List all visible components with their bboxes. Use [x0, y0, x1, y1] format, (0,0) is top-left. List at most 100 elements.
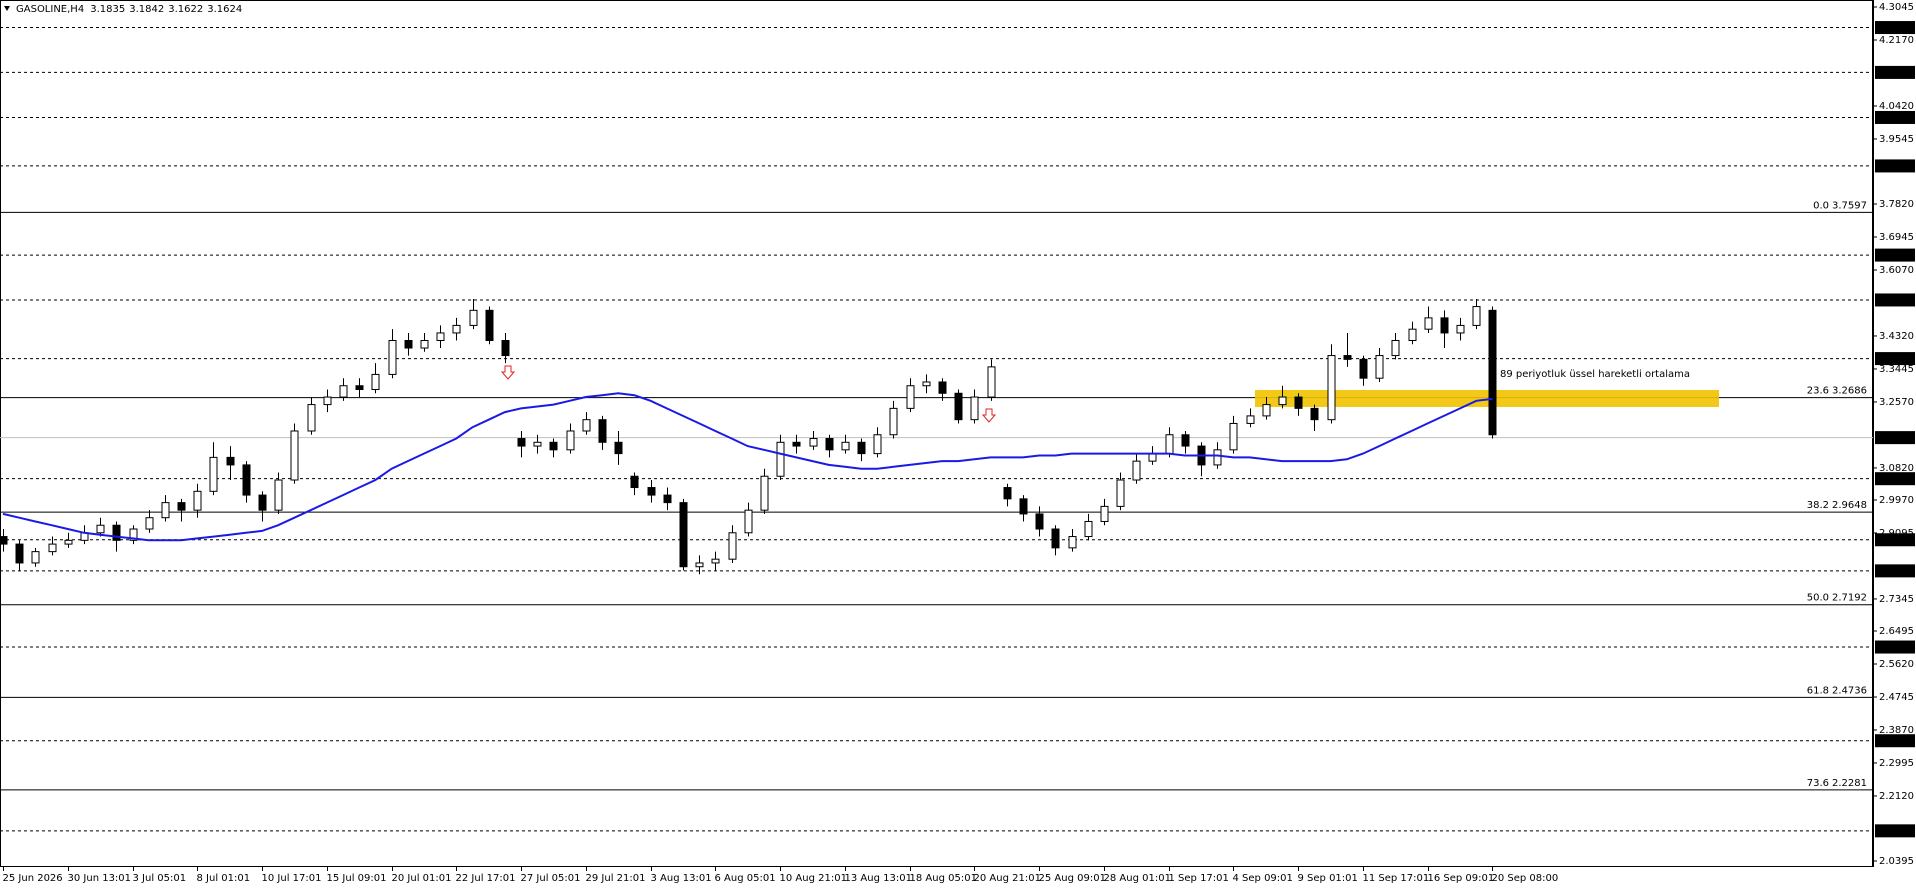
- level-box: [1875, 824, 1915, 838]
- fib-value: 2.7192: [1832, 593, 1867, 604]
- quote-low: 3.1622: [168, 4, 203, 15]
- level-box: [1875, 352, 1915, 366]
- x-tick-label: 8 Jul 01:01: [197, 873, 251, 884]
- candle-body: [517, 438, 526, 447]
- candle-body: [1488, 309, 1497, 436]
- candle-body: [307, 404, 316, 432]
- x-tick-label: 3 Jul 05:01: [133, 873, 187, 884]
- plot-frame: [0, 0, 1873, 867]
- candle-body: [1132, 460, 1141, 481]
- x-tick-label: 10 Aug 21:01: [780, 873, 847, 884]
- candle-body: [1068, 536, 1077, 549]
- x-tick-label: 25 Jun 2026: [3, 873, 63, 884]
- candle-body: [695, 562, 704, 568]
- level-label: 3.6465: [1878, 250, 1913, 261]
- fib-label: 0.0 3.7597: [1813, 200, 1867, 211]
- candle-body: [1051, 528, 1060, 549]
- quote-close: 3.1624: [207, 4, 242, 15]
- fib-label: 38.2 2.9648: [1807, 500, 1867, 511]
- x-tick-label: 9 Sep 01:01: [1298, 873, 1358, 884]
- candle-body: [760, 475, 769, 511]
- candle-body: [129, 528, 138, 541]
- y-tick-label: 2.6495: [1879, 626, 1914, 637]
- candle-body: [15, 543, 24, 564]
- level-label: 2.1195: [1878, 826, 1913, 837]
- candle-body: [404, 339, 413, 349]
- y-tick-label: 4.0420: [1879, 101, 1914, 112]
- level-label: 4.2500: [1878, 23, 1913, 34]
- candle-body: [48, 543, 57, 553]
- candle-body: [1310, 407, 1319, 421]
- quote-open: 3.1835: [90, 4, 125, 15]
- candle-body: [987, 366, 996, 398]
- x-tick-label: 16 Sep 09:01: [1428, 873, 1495, 884]
- y-tick-label: 4.2170: [1879, 35, 1914, 46]
- level-label: 3.0535: [1878, 474, 1913, 485]
- level-box: [1875, 293, 1915, 307]
- candle-body: [339, 385, 348, 398]
- level-box: [1875, 65, 1915, 79]
- y-tick-label: 2.2995: [1879, 758, 1914, 769]
- candle-body: [193, 490, 202, 511]
- level-box: [1875, 248, 1915, 262]
- fib-label: 50.0 2.7192: [1807, 593, 1867, 604]
- last-price-box: [1875, 431, 1915, 445]
- candle-body: [1424, 317, 1433, 330]
- x-tick-label: 22 Jul 17:01: [456, 873, 516, 884]
- x-tick-label: 1 Sep 17:01: [1169, 873, 1229, 884]
- fib-label: 23.6 3.2686: [1807, 386, 1867, 397]
- candle-body: [226, 456, 235, 466]
- candle-body: [1246, 415, 1255, 424]
- candle-body: [1343, 355, 1352, 360]
- fib-value: 2.9648: [1832, 500, 1867, 511]
- candle-body: [1229, 422, 1238, 451]
- fib-level: 73.6: [1807, 778, 1829, 789]
- x-tick-label: 18 Aug 05:01: [910, 873, 977, 884]
- candle-body: [938, 381, 947, 394]
- candle-body: [809, 438, 818, 447]
- candle-body: [857, 441, 866, 455]
- candle-body: [906, 385, 915, 409]
- candle-body: [776, 441, 785, 477]
- candle-body: [355, 385, 364, 391]
- candle-body: [679, 502, 688, 568]
- candle-body: [1391, 339, 1400, 357]
- level-label: 4.1310: [1878, 67, 1913, 78]
- level-label: 3.3720: [1878, 354, 1913, 365]
- level-box: [1875, 21, 1915, 35]
- candle-body: [954, 392, 963, 421]
- candle-body: [1440, 317, 1449, 334]
- y-tick-label: 3.6945: [1879, 232, 1914, 243]
- candle-body: [744, 509, 753, 534]
- candle-body: [1278, 396, 1287, 406]
- candle-body: [922, 381, 931, 387]
- x-tick-label: 29 Jul 21:01: [586, 873, 646, 884]
- candle-body: [566, 430, 575, 451]
- candle-body: [825, 438, 834, 451]
- y-tick-label: 2.4745: [1879, 692, 1914, 703]
- candle-body: [663, 494, 672, 504]
- y-tick-label: 3.6070: [1879, 265, 1914, 276]
- fib-label: 73.6 2.2281: [1807, 778, 1867, 789]
- level-box: [1875, 734, 1915, 748]
- level-label: 2.3585: [1878, 736, 1913, 747]
- y-tick-label: 2.2120: [1879, 791, 1914, 802]
- candle-body: [549, 441, 558, 451]
- quote-high: 3.1842: [129, 4, 164, 15]
- candle-body: [501, 339, 510, 357]
- x-tick-label: 15 Jul 09:01: [327, 873, 387, 884]
- candle-body: [31, 551, 40, 564]
- last-price-label: 3.1624: [1878, 433, 1913, 444]
- fib-level: 23.6: [1807, 386, 1829, 397]
- x-tick-label: 27 Jul 05:01: [521, 873, 581, 884]
- highlight-zone: [1255, 390, 1719, 407]
- candle-body: [96, 524, 105, 534]
- candle-body: [1116, 479, 1125, 507]
- y-tick-label: 4.3045: [1879, 2, 1914, 13]
- candle-body: [889, 407, 898, 436]
- candle-body: [533, 441, 542, 447]
- level-label: 2.8090: [1878, 566, 1913, 577]
- fib-level: 38.2: [1807, 500, 1829, 511]
- x-tick-label: 10 Jul 17:01: [262, 873, 322, 884]
